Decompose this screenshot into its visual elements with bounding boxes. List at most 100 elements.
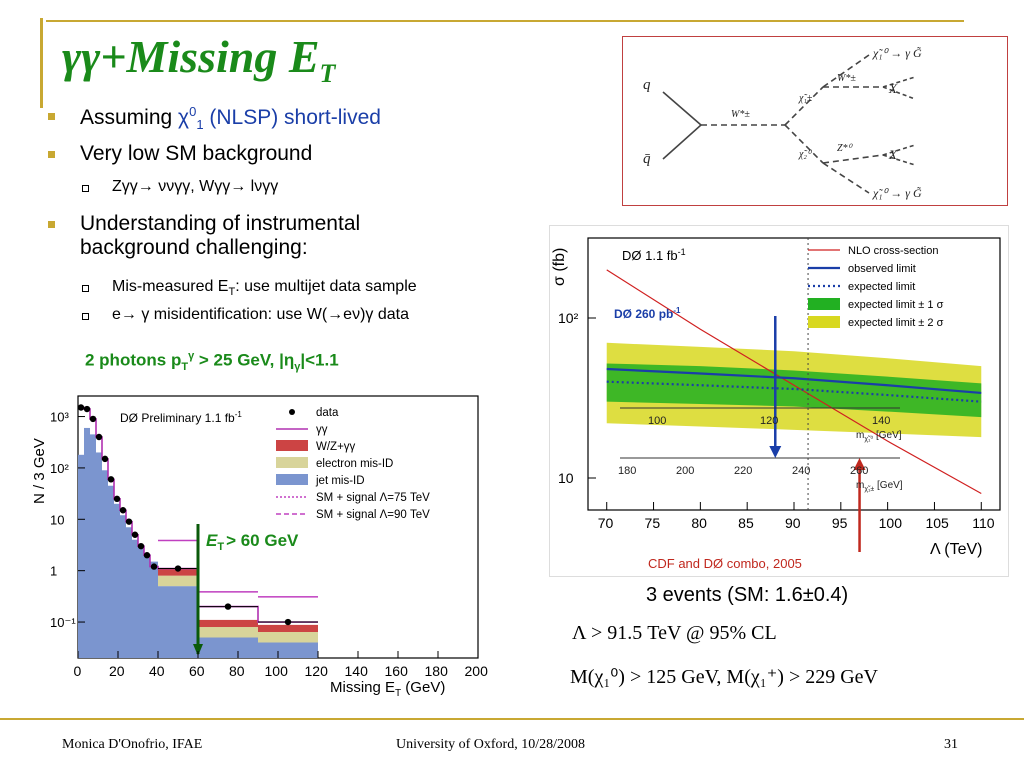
legend-swatch — [276, 474, 308, 485]
label-x-1: X — [888, 81, 898, 96]
legend-swatch — [808, 298, 840, 310]
jet-misid-bar — [144, 555, 150, 658]
x-tick-label: 110 — [972, 515, 995, 531]
y-tick-label: 10² — [558, 310, 579, 326]
legend-label: expected limit ± 1 σ — [848, 299, 944, 311]
legend-label: expected limit — [848, 281, 915, 293]
x-line-2 — [882, 86, 916, 100]
subbullet-marker — [82, 285, 89, 292]
neutralino1-bottom-line — [822, 162, 870, 194]
electron-misid-bar — [198, 627, 258, 638]
jet-misid-bar — [108, 485, 114, 658]
experiment-label: DØ 1.1 fb-1 — [622, 247, 686, 263]
jet-misid-bar — [198, 637, 258, 658]
chargino-mass-tick: 180 — [618, 465, 636, 477]
y-tick-label: 10⁻¹ — [50, 615, 76, 630]
label-decay-top: χ̃₁⁰ → γ G̃ — [872, 46, 922, 60]
photon-selection-condition: 2 photons pTγ > 25 GeV, |ηγ|<1.1 — [85, 350, 339, 374]
x-tick-label: 180 — [425, 663, 449, 679]
neutralino-mass-tick: 100 — [648, 415, 666, 427]
label-neutralino2: χ̃₂⁰ — [798, 149, 813, 160]
top-rule — [46, 20, 964, 22]
wz-gammagamma-bar — [158, 568, 198, 576]
jet-misid-bar — [78, 454, 84, 658]
jet-misid-bar — [258, 642, 318, 658]
title-accent-line — [40, 18, 43, 108]
signal-75-line — [198, 591, 258, 593]
data-point — [119, 507, 127, 514]
y-tick-label: 10² — [50, 461, 69, 476]
antiquark-line — [662, 124, 702, 160]
events-count: 3 events (SM: 1.6±0.4) — [646, 584, 849, 606]
y-tick-label: 10³ — [50, 410, 69, 425]
chargino-mass-tick: 200 — [676, 465, 694, 477]
data-point — [131, 531, 139, 538]
wz-gammagamma-bar — [198, 619, 258, 628]
jet-misid-bar — [84, 427, 90, 658]
jet-misid-bar — [126, 527, 132, 658]
jet-misid-bar — [138, 546, 144, 658]
y-tick-label: 10 — [558, 470, 574, 486]
plot-title: DØ Preliminary 1.1 fb-1 — [120, 410, 242, 425]
combo-arrowhead — [853, 458, 866, 470]
data-point — [137, 542, 145, 550]
bullet-marker — [48, 151, 55, 158]
x-axis-label: Missing ET (GeV) — [330, 679, 445, 699]
y-axis-label: N / 3 GeV — [31, 438, 48, 504]
bullet-assuming: Assuming χ01 (NLSP) short-lived — [48, 104, 381, 132]
z-star-line — [822, 154, 884, 164]
y-tick-label: 10 — [50, 512, 64, 527]
label-z-star: Z*⁰ — [837, 143, 854, 154]
x-tick-label: 80 — [229, 663, 245, 679]
data-point — [143, 552, 151, 559]
legend-label: jet mis-ID — [315, 475, 365, 487]
jet-misid-bar — [90, 434, 96, 658]
missing-et-svg: N / 3 GeV Missing ET (GeV) DØ Preliminar… — [31, 395, 489, 699]
legend-label: electron mis-ID — [316, 458, 393, 470]
met-cut-label: ET > 60 GeV — [206, 531, 299, 553]
footer-venue-date: University of Oxford, 10/28/2008 — [396, 737, 585, 752]
x-tick-label: 85 — [738, 515, 754, 531]
x-tick-label: 75 — [645, 515, 661, 531]
d0-260-arrowhead — [769, 446, 782, 458]
legend-swatch — [808, 316, 840, 328]
x-line-3 — [882, 144, 916, 156]
data-point — [83, 405, 91, 413]
bullet-instrumental: Understanding of instrumental background… — [48, 212, 360, 260]
subbullet-misidentification: e→ γ misidentification: use W(→eν)γ data — [82, 306, 409, 324]
feynman-diagram-svg: q q̄ W*± χ̃₁± χ̃₂⁰ W*± Z*⁰ X X χ̃₁⁰ → γ … — [643, 46, 922, 200]
data-point — [113, 495, 121, 503]
legend-label: expected limit ± 2 σ — [848, 317, 944, 329]
legend-label: γγ — [316, 424, 328, 436]
lambda-limit: Λ > 91.5 TeV @ 95% CL — [572, 622, 777, 644]
data-point — [77, 404, 85, 411]
jet-misid-bar — [102, 470, 108, 658]
met-cut-arrowhead — [193, 644, 203, 656]
jet-misid-bar — [150, 561, 158, 658]
nlo-cross-section-line — [606, 269, 982, 495]
neutralino2-line — [784, 124, 824, 164]
quark-line — [662, 91, 702, 126]
bottom-rule — [0, 718, 1024, 720]
data-point — [101, 455, 109, 463]
legend-label: SM + signal Λ=90 TeV — [316, 509, 430, 521]
neutralino-mass-axis-label: mχ̃₁⁰ [GeV] — [856, 430, 902, 443]
x-tick-label: 200 — [465, 663, 489, 679]
electron-misid-bar — [158, 575, 198, 587]
observed-limit-line — [606, 367, 982, 395]
legend-swatch — [276, 440, 308, 451]
chargino-mass-axis-label: mχ̃₁± [GeV] — [856, 480, 903, 493]
footer-author: Monica D'Onofrio, IFAE — [62, 737, 203, 752]
label-x-2: X — [888, 147, 898, 162]
x-line-4 — [882, 154, 916, 166]
feynman-diagram: q q̄ W*± χ̃₁± χ̃₂⁰ W*± Z*⁰ X X χ̃₁⁰ → γ … — [622, 36, 1008, 206]
subbullet-marker — [82, 313, 89, 320]
signal-75-line — [158, 539, 198, 542]
x-tick-label: 60 — [189, 663, 205, 679]
missing-et-plot: N / 3 GeV Missing ET (GeV) DØ Preliminar… — [10, 384, 500, 702]
x-tick-label: 80 — [691, 515, 707, 531]
x-tick-label: 140 — [345, 663, 369, 679]
neutralino-mass-tick: 120 — [760, 415, 778, 427]
bullet-marker — [48, 221, 55, 228]
y-tick-label: 1 — [50, 564, 57, 579]
